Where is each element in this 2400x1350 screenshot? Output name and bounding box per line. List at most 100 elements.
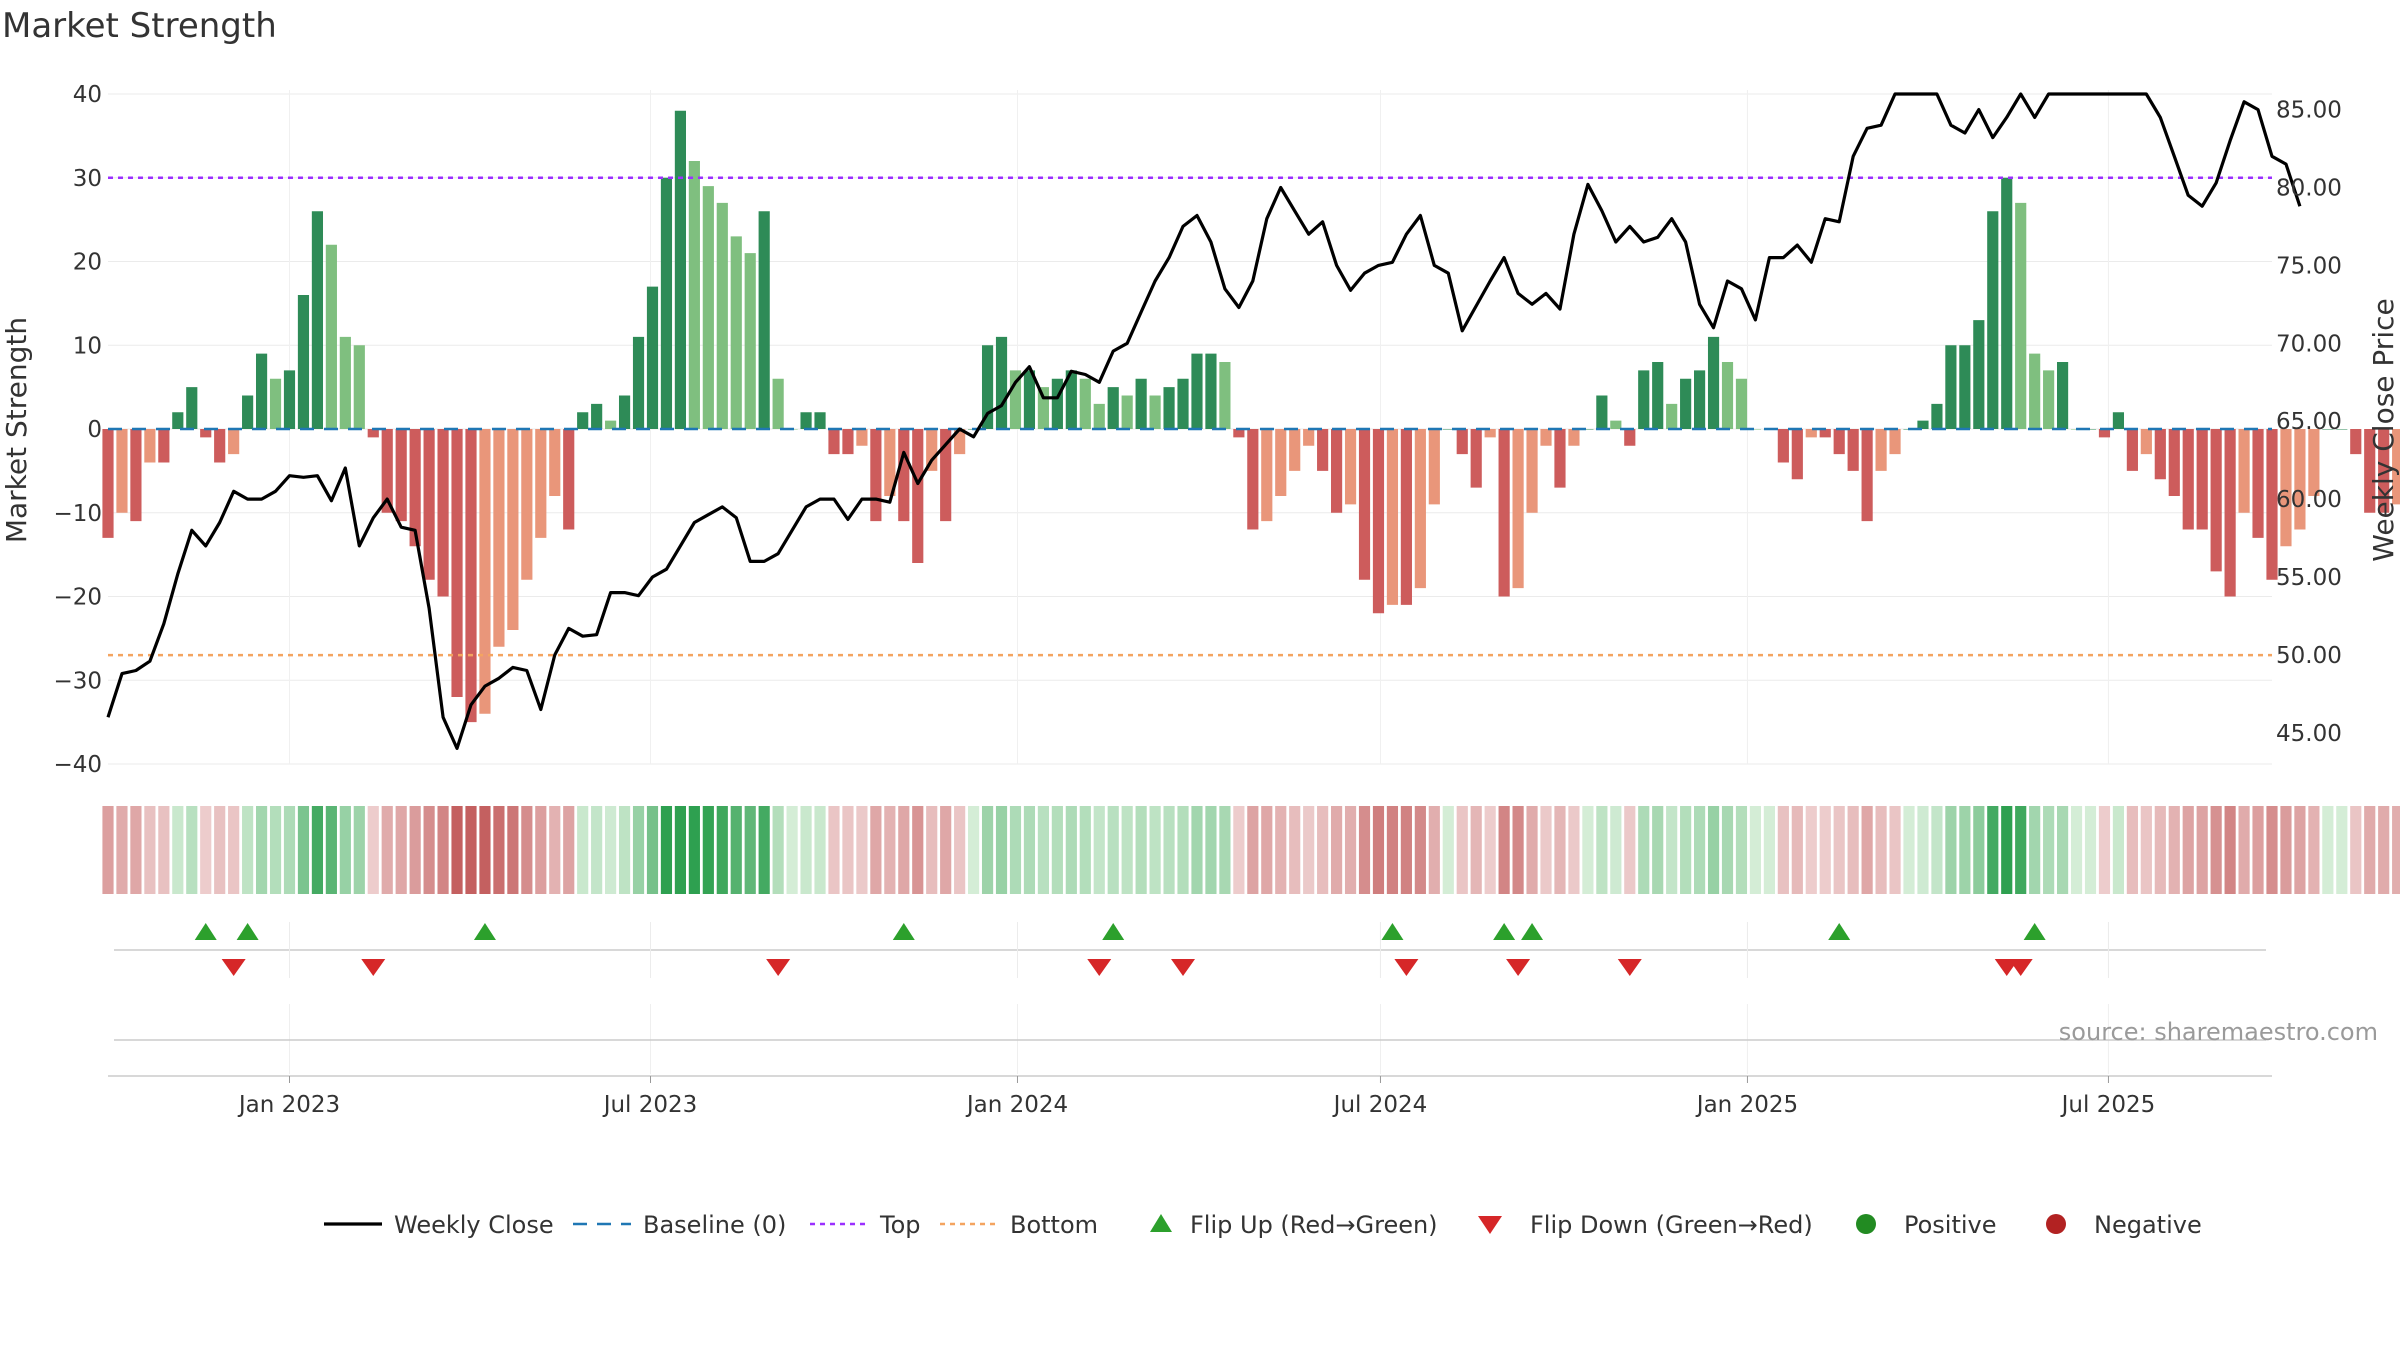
heat-cell <box>1135 806 1147 894</box>
heat-cell <box>2140 806 2152 894</box>
heat-cell <box>1707 806 1720 894</box>
y-right-tick-label: 75.00 <box>2276 253 2342 279</box>
heat-cell <box>283 806 296 894</box>
heat-cell <box>325 806 337 894</box>
heat-cell <box>1889 806 1901 894</box>
y-left-tick-label: 0 <box>87 417 102 443</box>
heat-cell <box>2168 806 2180 894</box>
chart-title: Market Strength <box>2 6 277 46</box>
strength-bar <box>325 244 337 429</box>
strength-bar <box>1861 429 1873 522</box>
strength-bar <box>2196 429 2208 530</box>
strength-bar <box>2336 429 2348 430</box>
heat-cell <box>2280 806 2292 894</box>
heat-cell <box>1735 806 1748 894</box>
heat-cell <box>437 806 449 894</box>
legend-dot-icon <box>2046 1214 2066 1234</box>
heat-cell <box>758 806 770 894</box>
heat-cell <box>1386 806 1399 894</box>
strength-bar <box>577 412 589 429</box>
strength-bar <box>1149 395 1161 429</box>
strength-bar <box>758 211 770 429</box>
heat-cell <box>158 806 170 894</box>
heat-cell <box>1079 806 1091 894</box>
strength-bar <box>1931 403 1943 429</box>
heat-cell <box>311 806 324 894</box>
heat-cell <box>1749 806 1762 894</box>
heat-cell <box>1610 806 1622 894</box>
strength-bar <box>1959 345 1971 429</box>
heat-cell <box>688 806 700 894</box>
heat-cell <box>2056 806 2069 894</box>
strength-bar <box>660 177 673 429</box>
strength-bar <box>1596 395 1608 429</box>
strength-bar <box>2168 429 2180 496</box>
strength-bar <box>591 403 603 429</box>
heat-cell <box>2112 806 2125 894</box>
heat-cell <box>1805 806 1817 894</box>
legend-label: Top <box>879 1211 921 1239</box>
heat-cell <box>297 806 310 894</box>
y-axis-left-title: Market Strength <box>0 317 33 543</box>
heat-cell <box>1289 806 1301 894</box>
heat-cell <box>1526 806 1538 894</box>
strength-bar <box>1847 429 1859 471</box>
y-left-tick-label: 30 <box>73 166 102 192</box>
heat-cell <box>2126 806 2138 894</box>
heat-cell <box>716 806 728 894</box>
heat-cell <box>353 806 365 894</box>
heat-cell <box>772 806 784 894</box>
heat-cell <box>1666 806 1678 894</box>
strength-bar <box>1009 370 1022 429</box>
heat-cell <box>1847 806 1859 894</box>
heat-cell <box>1554 806 1566 894</box>
y-right-tick-label: 65.00 <box>2276 409 2342 435</box>
heat-cell <box>842 806 854 894</box>
strength-bar <box>1135 378 1147 429</box>
legend-label: Flip Down (Green→Red) <box>1530 1211 1813 1239</box>
x-tick-label: Jan 2023 <box>237 1092 340 1118</box>
heat-cell <box>1540 806 1552 894</box>
legend: Weekly Close Baseline (0) Top Bottom Flip Up… <box>324 1211 2202 1239</box>
heat-cell <box>1205 806 1217 894</box>
strength-bar <box>2308 429 2320 496</box>
y-right-tick-label: 80.00 <box>2276 175 2342 201</box>
heat-cell <box>1833 806 1845 894</box>
heat-cell <box>1344 806 1357 894</box>
strength-bar <box>1023 370 1036 429</box>
legend-label: Positive <box>1904 1211 1997 1239</box>
strength-bar <box>1372 429 1385 614</box>
heat-cell <box>228 806 240 894</box>
heat-cell <box>2336 806 2348 894</box>
heat-cell <box>1582 806 1594 894</box>
strength-bar <box>702 186 714 429</box>
heat-cell <box>2238 806 2250 894</box>
heat-cell <box>535 806 547 894</box>
y-left-tick-label: 10 <box>73 333 102 359</box>
heat-cell <box>507 806 519 894</box>
strength-bar <box>2378 429 2390 513</box>
legend-flip-down-icon <box>1478 1216 1502 1234</box>
strength-bar <box>688 161 700 429</box>
heat-cell <box>130 806 142 894</box>
heat-cell <box>1051 806 1063 894</box>
strength-bar <box>646 286 659 429</box>
heat-cell <box>1233 806 1245 894</box>
heat-cell <box>926 806 938 894</box>
strength-bar <box>2350 429 2362 455</box>
x-tick-label: Jan 2024 <box>965 1092 1068 1118</box>
strength-bar <box>618 395 631 429</box>
heat-cell <box>1791 806 1803 894</box>
strength-bar <box>1219 362 1231 429</box>
heat-cell <box>2154 806 2166 894</box>
heat-cell <box>102 806 114 894</box>
heat-cell <box>2252 806 2264 894</box>
strength-bar <box>1666 403 1678 429</box>
heat-cell <box>1023 806 1036 894</box>
strength-bar <box>1735 378 1748 429</box>
heat-cell <box>186 806 198 894</box>
heat-cell <box>2266 806 2278 894</box>
heat-cell <box>1721 806 1734 894</box>
legend-label: Weekly Close <box>394 1211 554 1239</box>
